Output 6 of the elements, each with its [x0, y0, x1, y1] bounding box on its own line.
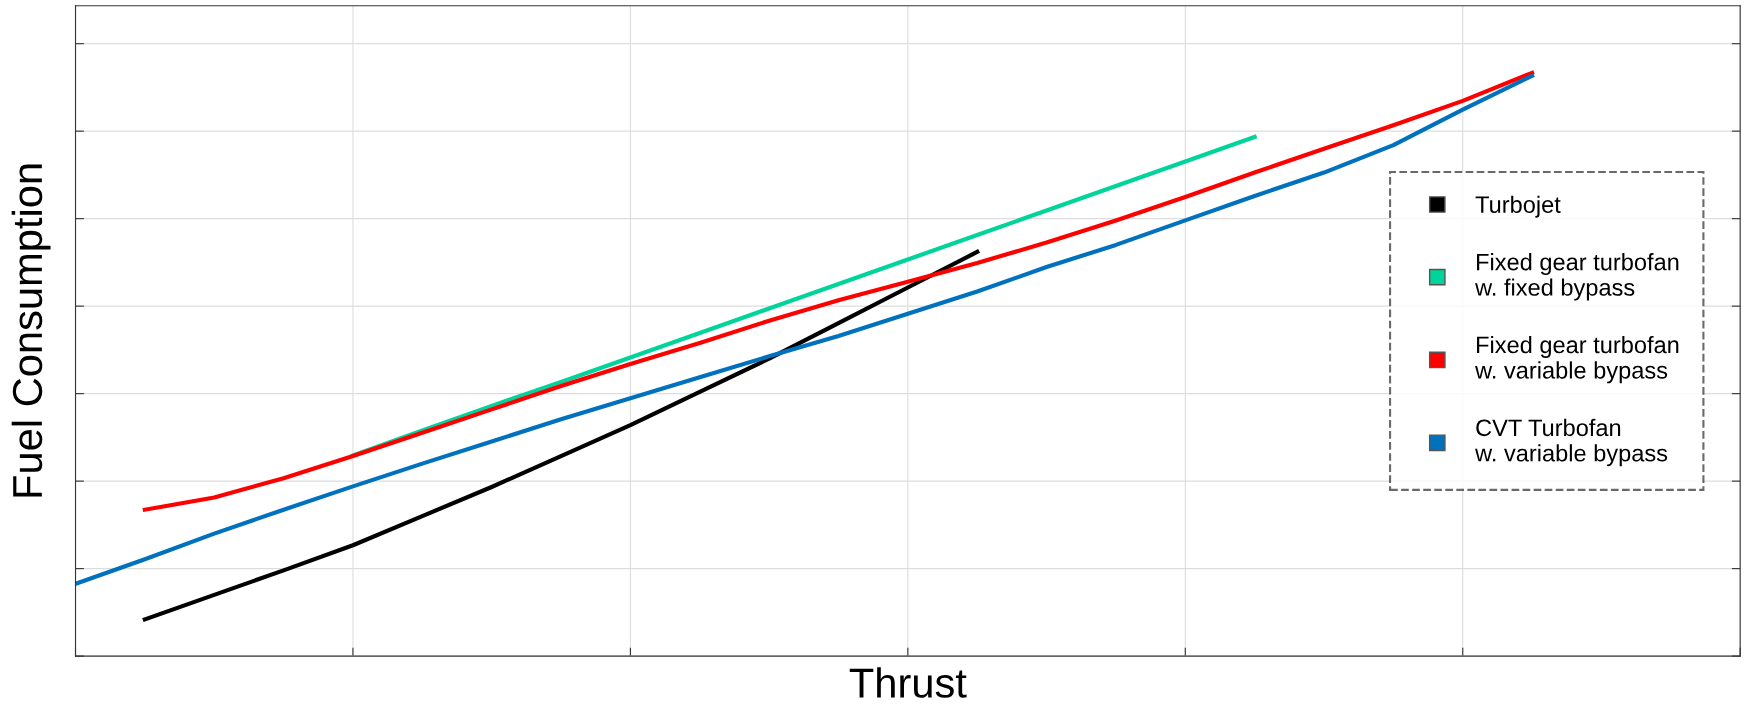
legend-label: Fixed gear turbofan w. variable bypass	[1475, 335, 1679, 384]
legend-label: Fixed gear turbofan w. fixed bypass	[1475, 253, 1679, 301]
y-axis-title: Fuel Consumption	[11, 164, 51, 497]
x-axis-title: Thrust	[849, 667, 967, 698]
legend-label: CVT Turbofan w. variable bypass	[1475, 418, 1668, 467]
legend-label: Turbojet	[1475, 195, 1561, 218]
